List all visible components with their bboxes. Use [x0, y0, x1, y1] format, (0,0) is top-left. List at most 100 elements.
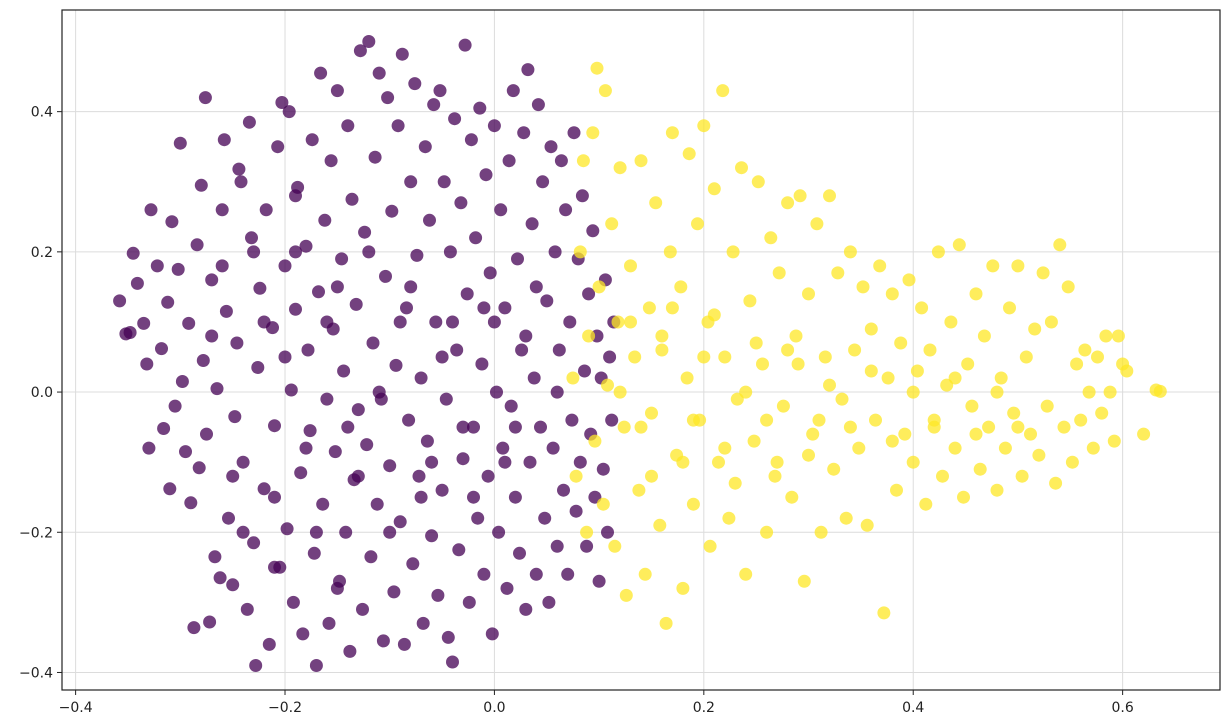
scatter-point [944, 315, 958, 329]
scatter-point [200, 427, 213, 441]
scatter-point [387, 585, 401, 599]
scatter-point [296, 627, 310, 641]
scatter-point [860, 518, 874, 532]
scatter-point [598, 84, 612, 98]
scatter-point [242, 115, 256, 129]
scatter-point [184, 496, 198, 510]
scatter-point [278, 350, 292, 364]
scatter-point [703, 539, 717, 553]
scatter-point [894, 336, 908, 350]
scatter-point [557, 483, 570, 497]
scatter-point [1153, 384, 1167, 398]
scatter-point [385, 204, 399, 218]
scatter-point [289, 245, 302, 259]
scatter-point [552, 343, 566, 357]
scatter-point [366, 336, 380, 350]
scatter-point [271, 140, 285, 154]
scatter-point [634, 420, 648, 434]
scatter-point [653, 518, 667, 532]
scatter-point [994, 371, 1008, 385]
scatter-point [286, 595, 300, 609]
scatter-point [414, 490, 428, 504]
scatter-point [163, 482, 177, 496]
scatter-point [364, 550, 378, 564]
scatter-point [402, 413, 416, 427]
scatter-point [404, 175, 418, 189]
scatter-point [608, 539, 622, 553]
scatter-point [578, 364, 591, 378]
scatter-point [236, 525, 250, 539]
x-tick-label: −0.4 [59, 700, 93, 716]
scatter-point [973, 462, 987, 476]
scatter-point [747, 434, 761, 448]
scatter-point [563, 315, 577, 329]
y-tick-label: 0.2 [31, 245, 53, 261]
scatter-point [791, 357, 805, 371]
scatter-point [349, 297, 363, 311]
scatter-point [123, 326, 137, 339]
scatter-point [294, 466, 308, 480]
scatter-point [362, 35, 376, 48]
scatter-point [429, 315, 443, 329]
scatter-point [226, 578, 240, 592]
scatter-point [586, 224, 600, 238]
scatter-point [500, 581, 514, 595]
scatter-point [496, 441, 510, 455]
axis-ticks [57, 111, 1124, 695]
scatter-point [601, 378, 614, 392]
scatter-point [418, 140, 432, 154]
scatter-point [226, 469, 240, 483]
scatter-point [728, 476, 742, 490]
scatter-point [961, 357, 975, 371]
scatter-point [268, 419, 281, 433]
scatter-point [869, 413, 882, 427]
scatter-point [182, 316, 196, 330]
scatter-point [760, 525, 774, 539]
scatter-point [582, 329, 596, 343]
scatter-point [1003, 301, 1016, 315]
scatter-point [839, 511, 853, 525]
scatter-point [776, 399, 790, 413]
scatter-point [575, 189, 589, 203]
scatter-point [686, 413, 700, 427]
scatter-point [217, 133, 231, 147]
scatter-point [412, 469, 426, 483]
scatter-point [802, 287, 815, 301]
scatter-point [1011, 259, 1025, 273]
scatter-point [544, 140, 558, 154]
scatter-point [433, 84, 447, 98]
scatter-point [435, 350, 449, 364]
scatter-point [262, 637, 276, 651]
scatter-point [785, 490, 799, 504]
x-tick-label: 0.6 [1111, 700, 1133, 716]
scatter-point [305, 133, 319, 147]
scatter-point [437, 175, 451, 189]
scatter-point [561, 567, 575, 581]
scatter-point [213, 571, 227, 585]
scatter-point [969, 287, 983, 301]
scatter-point [1011, 420, 1025, 434]
scatter-point [812, 413, 826, 427]
plot-frame [61, 9, 1221, 691]
scatter-point [982, 420, 996, 434]
scatter-point [864, 322, 878, 336]
scatter-point [168, 399, 182, 413]
scatter-point [540, 294, 554, 308]
scatter-point [408, 77, 422, 91]
scatter-point [483, 266, 497, 280]
scatter-point [923, 343, 937, 357]
scatter-point [245, 231, 258, 245]
scatter-point [498, 455, 512, 469]
scatter-point [697, 119, 711, 133]
scatter-point [885, 434, 899, 448]
scatter-point [864, 364, 878, 378]
scatter-point [353, 44, 367, 58]
axis-tick-labels: −0.4 −0.2 0.0 0.2 0.4 0.6 −0.4 −0.2 0.0 0.2 0.4 [19, 105, 1134, 716]
scatter-point [617, 420, 631, 434]
scatter-point [414, 371, 428, 385]
scatter-point [1061, 280, 1075, 294]
scatter-point [603, 350, 617, 364]
scatter-point [464, 133, 478, 147]
scatter-point [781, 343, 795, 357]
scatter-point [431, 588, 445, 602]
